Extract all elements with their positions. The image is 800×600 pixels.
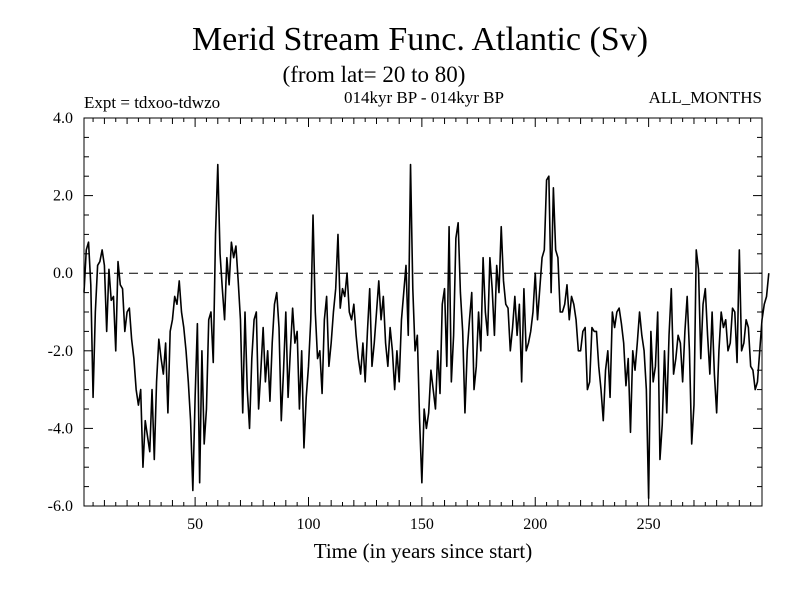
chart-title: Merid Stream Func. Atlantic (Sv) (192, 21, 648, 58)
series-line (83, 163, 770, 500)
y-tick-label: 4.0 (53, 110, 73, 127)
y-tick-label: 2.0 (53, 188, 73, 205)
months-label: ALL_MONTHS (649, 88, 762, 107)
x-axis-label: Time (in years since start) (314, 539, 533, 563)
y-tick-labels: -6.0 -4.0 -2.0 0.0 2.0 4.0 (48, 110, 73, 515)
y-tick-label: 0.0 (53, 265, 73, 282)
chart-subtitle: (from lat= 20 to 80) (283, 62, 466, 87)
x-tick-label: 100 (296, 516, 320, 533)
y-tick-label: -2.0 (48, 343, 73, 360)
x-tick-label: 250 (637, 516, 661, 533)
x-tick-label: 150 (410, 516, 434, 533)
y-tick-label: -6.0 (48, 498, 73, 515)
period-label: 014kyr BP - 014kyr BP (344, 88, 504, 107)
x-tick-label: 200 (523, 516, 547, 533)
y-tick-label: -4.0 (48, 420, 73, 437)
experiment-label: Expt = tdxoo-tdwzo (84, 93, 220, 112)
x-tick-label: 50 (187, 516, 203, 533)
x-tick-labels: 50 100 150 200 250 (187, 516, 661, 533)
